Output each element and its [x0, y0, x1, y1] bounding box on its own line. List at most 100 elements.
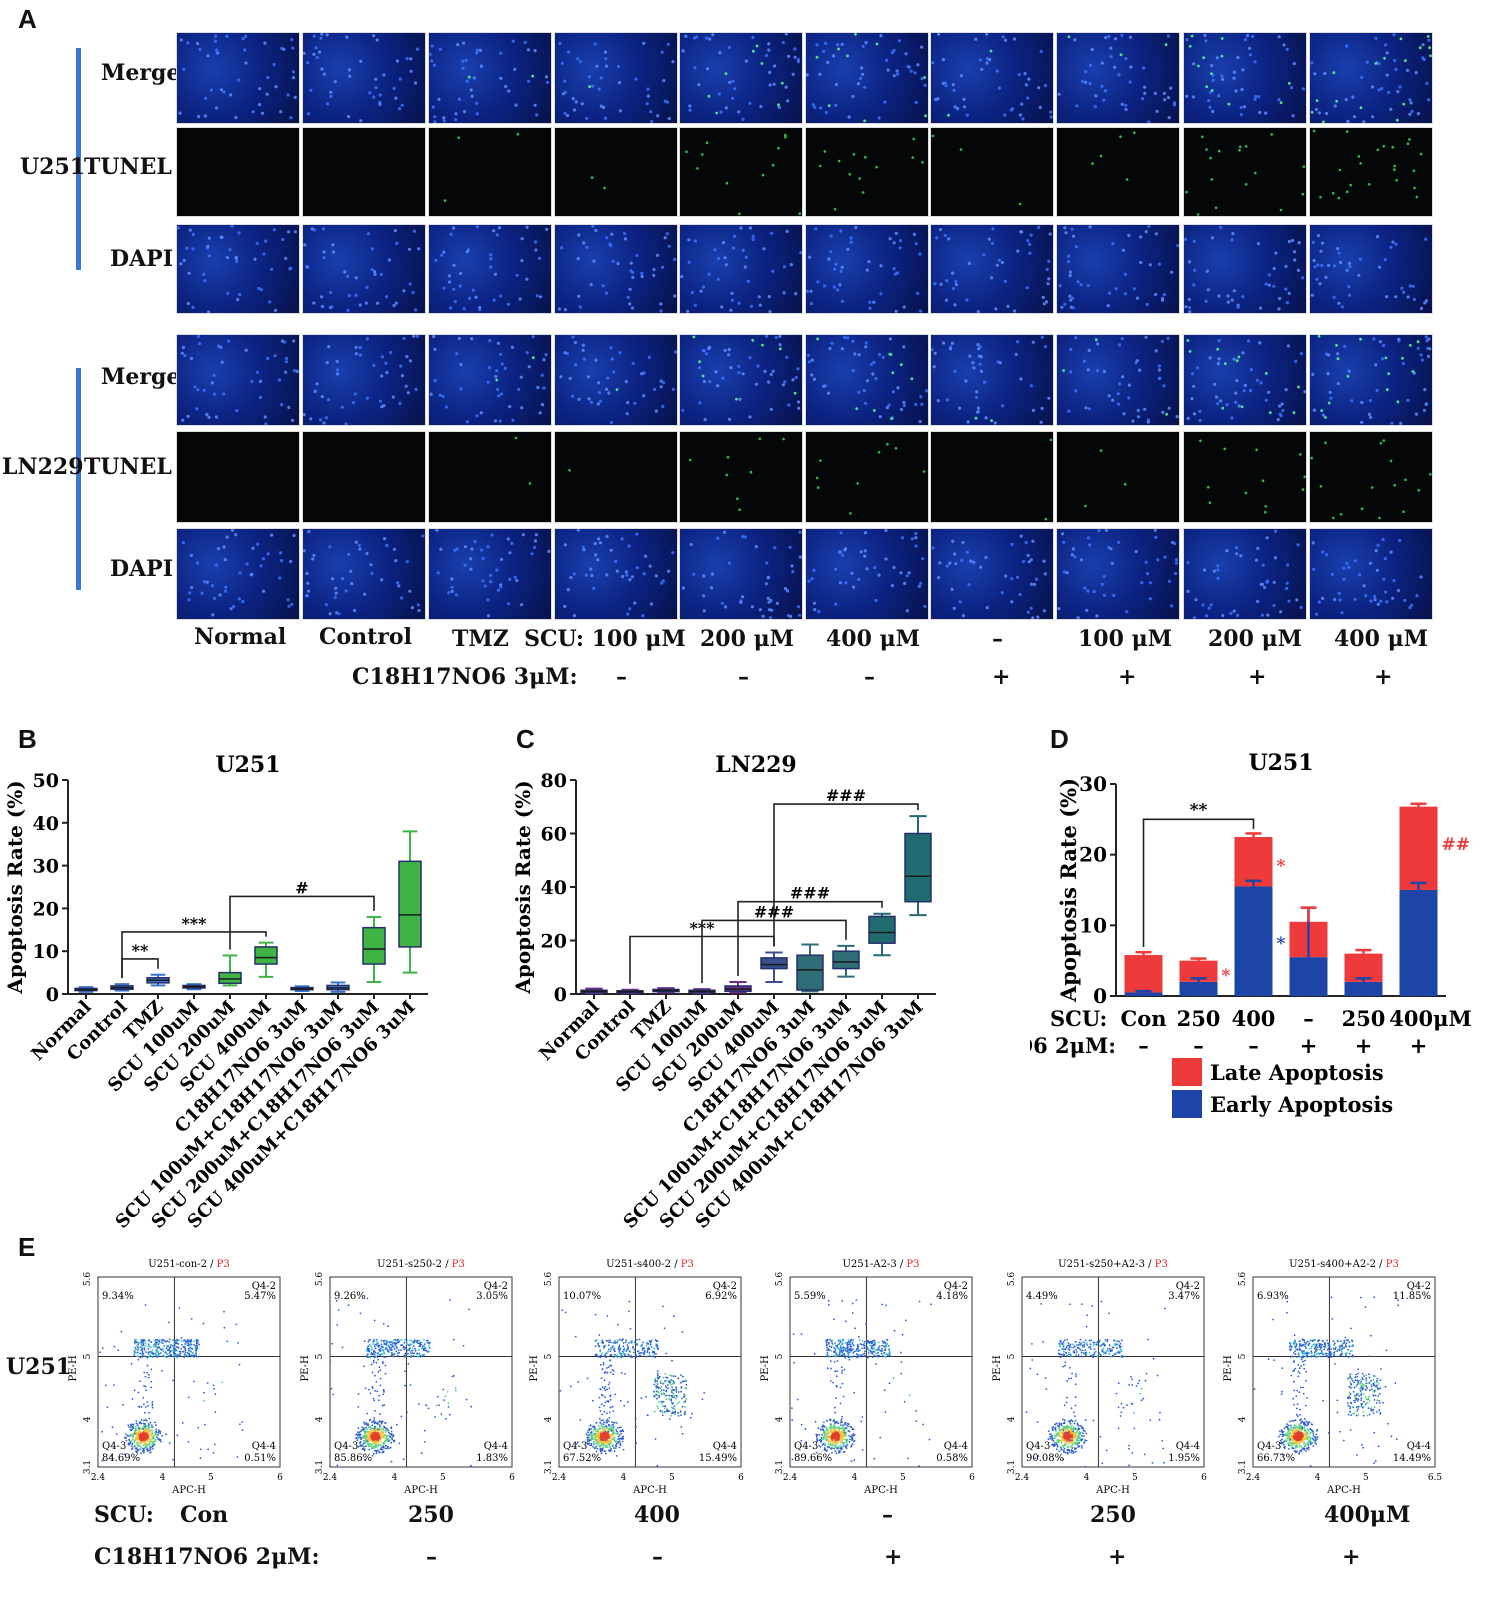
- row-label-dapi: DAPI: [110, 556, 173, 582]
- stacked-bar-2: [1234, 832, 1273, 996]
- tunel-image: [302, 127, 426, 217]
- box: [832, 950, 860, 970]
- flow-gate: P3: [1386, 1259, 1399, 1270]
- x-tick-label: 4: [621, 1473, 627, 1483]
- stacked-bar-4: [1344, 948, 1383, 996]
- box-7: [326, 981, 350, 993]
- flow-gate: P3: [906, 1259, 919, 1270]
- x-tick-label: 2.4: [783, 1473, 798, 1483]
- panel-label-e: E: [18, 1232, 36, 1262]
- box-2: [146, 973, 170, 987]
- y-tick-label: 30: [33, 856, 59, 878]
- scu-value: 400: [634, 1502, 680, 1528]
- sign: +: [884, 1544, 903, 1570]
- merge-image: [805, 32, 929, 124]
- y-tick-label: 80: [541, 770, 567, 792]
- y-tick-label: 20: [541, 931, 567, 953]
- row-label-dapi: DAPI: [110, 246, 173, 272]
- merge-image: [1309, 32, 1433, 124]
- bracket-line: [773, 803, 919, 947]
- y-tick-label: 0: [554, 984, 567, 1006]
- inhibitor-sign: +: [1410, 1033, 1428, 1058]
- dapi-image: [302, 224, 426, 314]
- x-tick-label: 6.5: [1428, 1473, 1443, 1483]
- y-tick-label: 20: [33, 898, 59, 920]
- dapi-image: [930, 224, 1054, 314]
- flow-gate: P3: [681, 1259, 694, 1270]
- box-9: [904, 815, 932, 917]
- group-normal: Normal: [194, 624, 287, 650]
- merge-image: [930, 334, 1054, 426]
- quadrant-ur-value: 3.47%: [1168, 1291, 1200, 1302]
- y-tick-label: 4: [775, 1416, 785, 1422]
- inhibitor-sign: –: [1193, 1033, 1204, 1058]
- significance-label: *: [1277, 934, 1286, 954]
- ln229-bracket: [76, 368, 81, 590]
- y-axis-label: PE-H: [992, 1355, 1003, 1382]
- sign: +: [1248, 664, 1267, 690]
- x-tick-label: 4: [392, 1473, 398, 1483]
- flow-title: U251-con-2 / P3: [148, 1259, 230, 1270]
- quadrant-ll-value: 85.86%: [334, 1453, 372, 1464]
- box: [254, 946, 278, 965]
- flow-events: [1253, 1296, 1399, 1467]
- bar-early-apoptosis: [1344, 981, 1383, 996]
- x-tick-label: 2.4: [1015, 1473, 1030, 1483]
- x-tick-label: 4: [1315, 1473, 1321, 1483]
- tunel-image: [554, 431, 678, 523]
- bracket-line: [229, 895, 375, 950]
- tunel-image: [1056, 431, 1180, 523]
- merge-image: [554, 32, 678, 124]
- bar-late-apoptosis: [1179, 960, 1218, 982]
- dapi-image: [302, 528, 426, 620]
- tunel-image: [679, 431, 803, 523]
- dapi-image: [176, 224, 300, 314]
- flow-events: [791, 1299, 932, 1467]
- box-6: [290, 985, 314, 993]
- x-axis-label: APC-H: [1326, 1485, 1361, 1496]
- panel-label-c: C: [516, 724, 535, 754]
- quadrant-ll-value: 67.52%: [563, 1453, 601, 1464]
- box-1: [616, 988, 644, 995]
- x-tick-label: 400μM: [1389, 1006, 1471, 1031]
- quadrant-ll-name: Q4-3: [102, 1441, 126, 1452]
- quadrant-ur-name: Q4-2: [713, 1281, 737, 1292]
- bar-early-apoptosis: [1124, 992, 1163, 996]
- flow-title: U251-s250-2 / P3: [377, 1259, 465, 1270]
- significance-label: ###: [826, 786, 866, 805]
- x-tick-label: 5: [440, 1473, 446, 1483]
- bar-early-apoptosis: [1289, 957, 1328, 996]
- box-1: [110, 983, 134, 992]
- merge-image: [930, 32, 1054, 124]
- y-tick-label: 50: [33, 770, 59, 792]
- quadrant-ul-value: 5.59%: [794, 1291, 826, 1302]
- x-tick-label: 2.4: [323, 1473, 338, 1483]
- scu-value: –: [882, 1502, 893, 1528]
- tunel-image: [1309, 127, 1433, 217]
- quadrant-lr-name: Q4-4: [944, 1441, 968, 1452]
- dapi-image: [428, 528, 552, 620]
- group-scu400: 400 μM: [826, 626, 921, 652]
- bar-late-apoptosis: [1399, 806, 1438, 890]
- y-tick-label: 5: [83, 1353, 93, 1359]
- bar-early-apoptosis: [1179, 981, 1218, 996]
- y-axis-label: PE-H: [1223, 1355, 1234, 1382]
- merge-image: [176, 32, 300, 124]
- quadrant-ur-value: 3.05%: [476, 1291, 508, 1302]
- flow-events: [329, 1297, 473, 1467]
- y-axis-label: PE-H: [760, 1355, 771, 1382]
- box: [904, 832, 932, 903]
- merge-image: [1183, 32, 1307, 124]
- quadrant-ll-name: Q4-3: [1026, 1441, 1050, 1452]
- flow-cytometry-row: U251-con-2 / P39.34%Q4-25.47%Q4-384.69%Q…: [68, 1259, 1443, 1496]
- quadrant-ul-value: 6.93%: [1257, 1291, 1289, 1302]
- y-tick-label: 5.6: [775, 1272, 785, 1287]
- quadrant-ur-name: Q4-2: [1176, 1281, 1200, 1292]
- group-scu200-inh: 200 μM: [1208, 626, 1303, 652]
- group-scu100-inh: 100 μM: [1078, 626, 1173, 652]
- x-tick-label: 2.4: [552, 1473, 567, 1483]
- x-tick-label: 2.4: [1246, 1473, 1261, 1483]
- x-axis-label: APC-H: [1095, 1485, 1130, 1496]
- tunel-image: [428, 127, 552, 217]
